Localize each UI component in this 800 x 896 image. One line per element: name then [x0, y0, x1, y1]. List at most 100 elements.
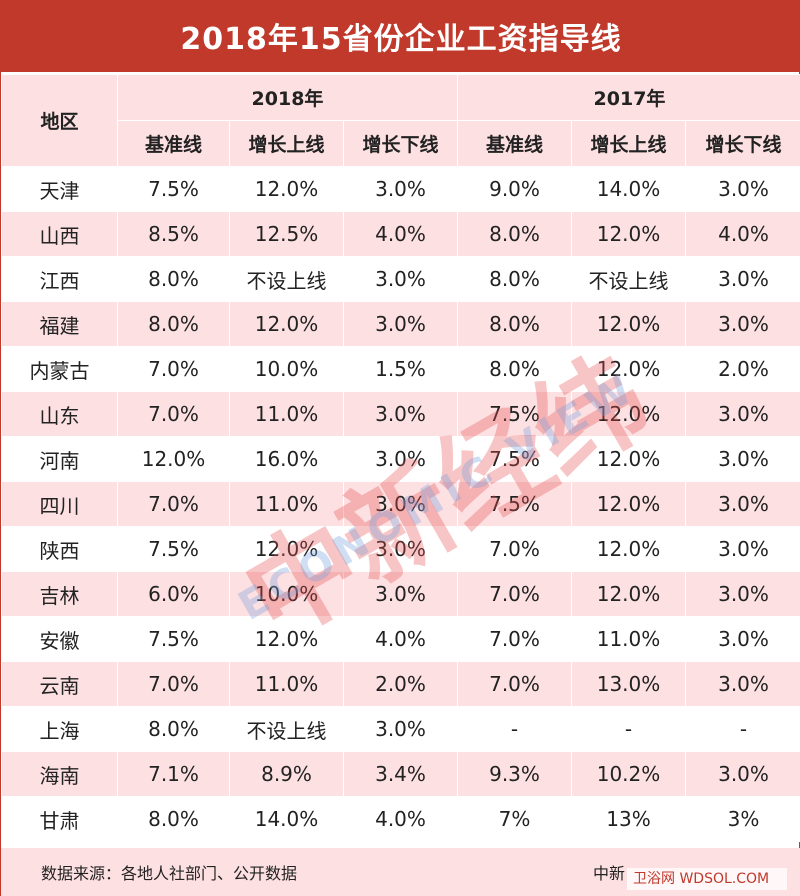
region-cell: 甘肃	[1, 796, 118, 842]
value-cell: 7.1%	[117, 751, 230, 797]
value-cell: 3.0%	[685, 301, 800, 347]
value-cell: 8.0%	[457, 301, 572, 347]
region-cell: 内蒙古	[1, 346, 118, 392]
value-cell: 不设上线	[229, 706, 344, 752]
value-cell: 2.0%	[685, 346, 800, 392]
value-cell: 7.0%	[457, 571, 572, 617]
region-cell: 吉林	[1, 571, 118, 617]
value-cell: 不设上线	[571, 256, 686, 302]
region-cell: 海南	[1, 751, 118, 797]
value-cell: 7.5%	[457, 436, 572, 482]
year-header-row: 地区 2018年 2017年	[1, 74, 800, 167]
header-2018-baseline: 基准线	[117, 120, 230, 167]
value-cell: 7.0%	[457, 616, 572, 662]
value-cell: 7.0%	[457, 526, 572, 572]
value-cell: 4.0%	[343, 616, 458, 662]
table-row: 江西 8.0% 不设上线 3.0% 8.0% 不设上线 3.0%	[1, 256, 800, 302]
year-2017-header: 2017年	[457, 74, 800, 121]
value-cell: 3.0%	[343, 436, 458, 482]
table-body: 天津 7.5% 12.0% 3.0% 9.0% 14.0% 3.0% 山西 8.5% 12.5% 4…	[1, 166, 800, 842]
value-cell: 6.0%	[117, 571, 230, 617]
value-cell: 12.0%	[571, 301, 686, 347]
value-cell: 3.0%	[343, 391, 458, 437]
value-cell: 12.0%	[571, 391, 686, 437]
value-cell: 9.3%	[457, 751, 572, 797]
value-cell: 7.5%	[117, 616, 230, 662]
value-cell: 10.2%	[571, 751, 686, 797]
footer-brand: 中新	[593, 864, 626, 883]
value-cell: 3.0%	[343, 481, 458, 527]
region-cell: 陕西	[1, 526, 118, 572]
table-row: 四川 7.0% 11.0% 3.0% 7.5% 12.0% 3.0%	[1, 481, 800, 527]
value-cell: 8.0%	[457, 256, 572, 302]
region-cell: 河南	[1, 436, 118, 482]
region-cell: 四川	[1, 481, 118, 527]
region-cell: 天津	[1, 166, 118, 212]
table-row: 上海 8.0% 不设上线 3.0% - - -	[1, 706, 800, 752]
value-cell: -	[571, 706, 686, 752]
region-cell: 福建	[1, 301, 118, 347]
value-cell: 7%	[457, 796, 572, 842]
value-cell: 7.0%	[117, 661, 230, 707]
value-cell: 3.0%	[343, 301, 458, 347]
value-cell: 14.0%	[229, 796, 344, 842]
value-cell: 11.0%	[229, 391, 344, 437]
value-cell: 10.0%	[229, 571, 344, 617]
header-2017-lower: 增长下线	[685, 120, 800, 167]
value-cell: 10.0%	[229, 346, 344, 392]
value-cell: 8.0%	[457, 211, 572, 257]
value-cell: 8.0%	[117, 301, 230, 347]
value-cell: 7.5%	[457, 481, 572, 527]
value-cell: 3.0%	[343, 166, 458, 212]
value-cell: 12.0%	[229, 166, 344, 212]
region-cell: 山西	[1, 211, 118, 257]
value-cell: 3.0%	[685, 616, 800, 662]
value-cell: 13%	[571, 796, 686, 842]
data-source-note: 数据来源：各地人社部门、公开数据	[41, 864, 298, 883]
region-column-header: 地区	[1, 74, 118, 167]
table-row: 云南 7.0% 11.0% 2.0% 7.0% 13.0% 3.0%	[1, 661, 800, 707]
table-row: 甘肃 8.0% 14.0% 4.0% 7% 13% 3%	[1, 796, 800, 842]
value-cell: 3.0%	[685, 571, 800, 617]
value-cell: 3.0%	[685, 481, 800, 527]
footer: 数据来源：各地人社部门、公开数据 中新 卫浴网 WDSOL.COM	[1, 848, 800, 896]
value-cell: 12.0%	[229, 616, 344, 662]
value-cell: 12.5%	[229, 211, 344, 257]
value-cell: 16.0%	[229, 436, 344, 482]
region-cell: 山东	[1, 391, 118, 437]
value-cell: 8.9%	[229, 751, 344, 797]
table-row: 陕西 7.5% 12.0% 3.0% 7.0% 12.0% 3.0%	[1, 526, 800, 572]
value-cell: 13.0%	[571, 661, 686, 707]
value-cell: 3.0%	[685, 751, 800, 797]
table-row: 安徽 7.5% 12.0% 4.0% 7.0% 11.0% 3.0%	[1, 616, 800, 662]
table-row: 天津 7.5% 12.0% 3.0% 9.0% 14.0% 3.0%	[1, 166, 800, 212]
value-cell: 3.0%	[685, 166, 800, 212]
value-cell: 3.0%	[685, 661, 800, 707]
value-cell: 8.0%	[117, 706, 230, 752]
value-cell: 4.0%	[685, 211, 800, 257]
value-cell: 11.0%	[229, 481, 344, 527]
value-cell: 3.0%	[343, 706, 458, 752]
value-cell: 7.5%	[117, 526, 230, 572]
value-cell: 3.0%	[685, 391, 800, 437]
table-row: 福建 8.0% 12.0% 3.0% 8.0% 12.0% 3.0%	[1, 301, 800, 347]
value-cell: 不设上线	[229, 256, 344, 302]
wage-guideline-table: 地区 2018年 2017年 基准线 增长上线 增长下线 基准线 增长上线 增长…	[1, 74, 800, 842]
value-cell: 7.0%	[117, 391, 230, 437]
value-cell: 3%	[685, 796, 800, 842]
value-cell: 4.0%	[343, 796, 458, 842]
value-cell: 12.0%	[117, 436, 230, 482]
value-cell: 12.0%	[571, 211, 686, 257]
value-cell: 14.0%	[571, 166, 686, 212]
header-2018-lower: 增长下线	[343, 120, 458, 167]
value-cell: -	[457, 706, 572, 752]
value-cell: 4.0%	[343, 211, 458, 257]
value-cell: -	[685, 706, 800, 752]
value-cell: 12.0%	[571, 571, 686, 617]
value-cell: 8.0%	[117, 256, 230, 302]
table-row: 山东 7.0% 11.0% 3.0% 7.5% 12.0% 3.0%	[1, 391, 800, 437]
year-2018-header: 2018年	[117, 74, 458, 121]
value-cell: 3.0%	[343, 256, 458, 302]
region-cell: 云南	[1, 661, 118, 707]
